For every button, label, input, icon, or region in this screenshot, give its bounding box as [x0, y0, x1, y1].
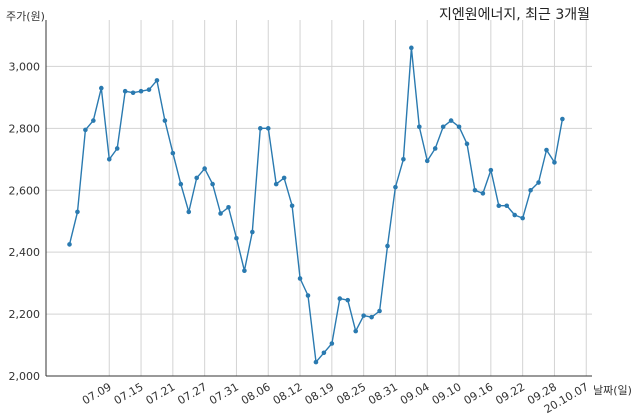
data-point: [162, 118, 168, 123]
data-point: [218, 211, 223, 216]
data-point: [178, 181, 184, 187]
data-point: [440, 124, 446, 130]
data-point: [265, 126, 271, 131]
data-point: [242, 268, 247, 274]
data-point: [488, 167, 494, 173]
data-point: [464, 141, 470, 147]
y-tick-label: 3,000: [9, 60, 41, 73]
data-point: [424, 158, 430, 164]
data-point: [305, 293, 311, 298]
data-point: [393, 184, 398, 190]
y-tick-label: 2,400: [9, 246, 41, 259]
data-point: [552, 160, 557, 165]
data-point: [75, 209, 80, 215]
x-axis-title: 날짜(일): [593, 383, 632, 397]
x-tick-label: 09.04: [398, 380, 432, 407]
y-axis-title: 주가(원): [6, 10, 45, 23]
data-point: [369, 314, 374, 320]
data-point: [544, 147, 549, 153]
data-point: [313, 359, 319, 365]
data-point: [250, 229, 255, 235]
data-point: [289, 203, 295, 209]
x-tick-label: 07.09: [80, 380, 114, 407]
data-point: [273, 181, 279, 187]
data-point: [472, 187, 478, 193]
data-point: [170, 150, 176, 156]
data-point: [146, 87, 152, 92]
data-point: [337, 296, 343, 301]
data-point: [377, 308, 382, 314]
x-tick-label: 08.31: [366, 380, 400, 407]
data-point: [106, 157, 112, 162]
data-point: [297, 276, 303, 281]
data-point: [432, 146, 438, 151]
data-point: [504, 203, 510, 209]
data-point: [329, 341, 335, 346]
y-tick-label: 2,800: [9, 122, 41, 135]
x-tick-label: 08.19: [303, 380, 337, 407]
data-point: [401, 157, 406, 162]
data-point: [528, 187, 533, 193]
axis-layer: [45, 20, 592, 377]
x-tick-label: 07.15: [112, 380, 146, 407]
data-point: [536, 180, 541, 185]
data-point: [353, 328, 359, 334]
x-tick-label: 08.06: [239, 380, 273, 407]
x-tick-label: 07.21: [144, 380, 178, 407]
x-tick-label: 09.22: [493, 380, 527, 407]
data-point: [91, 118, 96, 123]
x-tick-label: 08.12: [271, 380, 305, 407]
data-point: [154, 78, 160, 83]
y-tick-label: 2,600: [9, 184, 41, 197]
data-point: [210, 181, 215, 187]
series-layer: [67, 45, 565, 365]
data-point: [194, 175, 199, 181]
data-point: [512, 212, 517, 218]
data-point: [202, 166, 207, 171]
data-point: [496, 203, 502, 209]
data-point: [456, 124, 462, 130]
data-point: [480, 191, 486, 196]
data-point: [281, 175, 287, 181]
data-point: [83, 127, 88, 133]
data-point: [520, 215, 525, 221]
data-point: [114, 146, 120, 151]
data-point: [186, 209, 192, 215]
x-tick-label: 09.10: [430, 380, 464, 407]
data-point: [321, 350, 327, 356]
y-tick-label: 2,000: [9, 370, 41, 383]
data-point: [409, 45, 414, 51]
x-tick-label: 08.25: [334, 380, 368, 407]
data-point: [122, 88, 128, 94]
series-line: [68, 47, 564, 363]
data-point: [130, 90, 136, 96]
data-point: [234, 235, 239, 241]
data-point: [560, 116, 565, 122]
data-point: [138, 88, 144, 94]
data-point: [99, 85, 104, 91]
x-tick-label: 07.27: [175, 380, 209, 407]
y-tick-label: 2,200: [9, 308, 41, 321]
data-point: [417, 124, 422, 130]
data-point: [448, 118, 454, 123]
x-tick-label: 07.31: [207, 380, 241, 407]
data-point: [226, 204, 231, 210]
chart-title: 지엔원에너지, 최근 3개월: [439, 7, 590, 23]
data-point: [385, 243, 390, 249]
data-point: [258, 126, 263, 131]
grid-layer: [46, 20, 592, 377]
data-point: [361, 313, 366, 318]
data-point: [345, 297, 351, 303]
data-point: [67, 242, 72, 247]
x-tick-label: 09.16: [462, 380, 496, 407]
